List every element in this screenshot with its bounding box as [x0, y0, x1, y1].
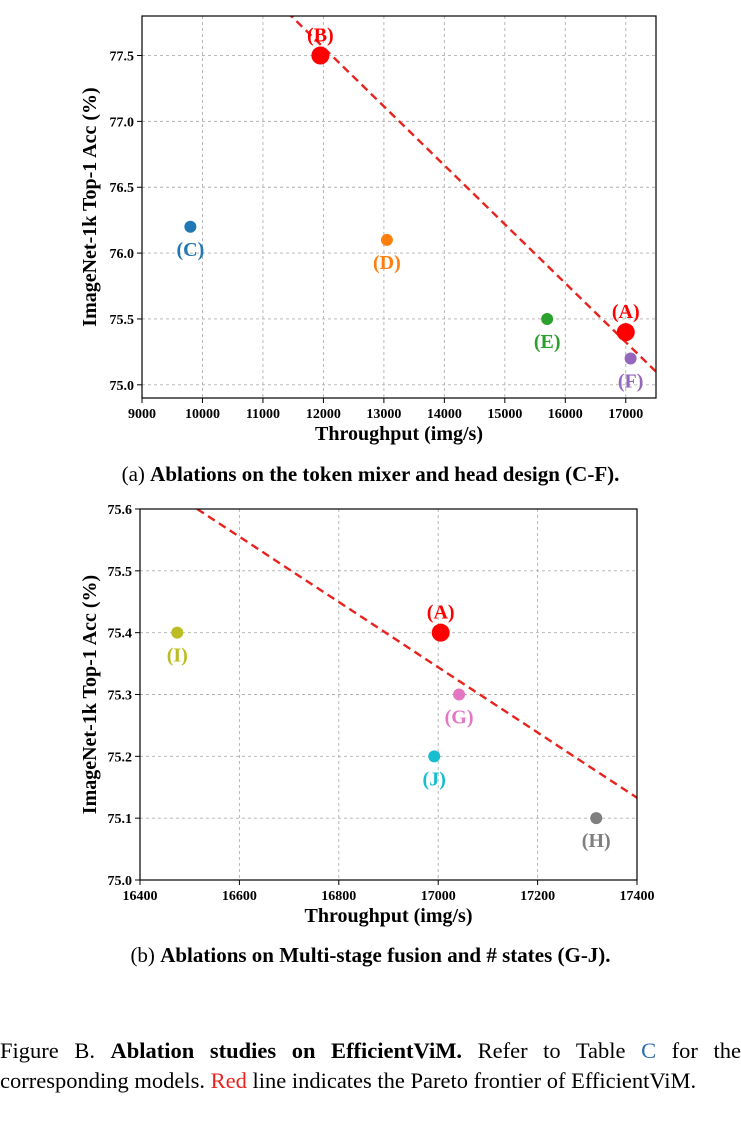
- y-tick-label: 75.3: [108, 689, 133, 704]
- x-tick-label: 16400: [123, 889, 158, 904]
- data-point-label: (G): [445, 707, 474, 729]
- data-point: [431, 623, 450, 642]
- x-tick-label: 17200: [520, 889, 555, 904]
- y-axis-label: ImageNet-1k Top-1 Acc (%): [79, 87, 101, 326]
- figure-caption-text2: for the corresponding models.: [0, 1038, 741, 1093]
- data-point: [624, 352, 637, 365]
- caption-b-text: Ablations on Multi-stage fusion and # st…: [160, 943, 611, 967]
- figure-caption-text1: Refer to Table: [477, 1038, 626, 1063]
- x-tick-label: 16800: [321, 889, 356, 904]
- caption-a-text: Ablations on the token mixer and head de…: [150, 462, 620, 486]
- data-point: [380, 233, 393, 246]
- data-point: [541, 312, 554, 325]
- data-point: [616, 323, 635, 342]
- y-tick-label: 76.5: [110, 181, 135, 196]
- data-point-label: (J): [423, 768, 446, 790]
- caption-b-prefix: (b): [130, 943, 155, 967]
- data-point-label: (A): [612, 301, 640, 323]
- y-tick-label: 77.5: [110, 50, 135, 65]
- y-tick-label: 77.0: [110, 115, 135, 130]
- data-point: [453, 688, 466, 701]
- x-axis-label: Throughput (img/s): [304, 905, 472, 927]
- pareto-frontier-line: [196, 509, 637, 799]
- x-tick-label: 14000: [427, 407, 462, 422]
- data-point-label: (I): [167, 645, 188, 667]
- data-point: [428, 750, 441, 763]
- y-tick-label: 75.6: [108, 503, 133, 518]
- plot-frame: [141, 15, 657, 399]
- y-tick-label: 75.0: [108, 874, 133, 889]
- chart-a: 9000 10000 11000 12000 13000 14000 15000 16000 1…: [79, 15, 657, 445]
- y-tick-label: 75.2: [108, 750, 133, 765]
- data-point-label: (H): [582, 830, 611, 852]
- subfigure-caption-b: (b) Ablations on Multi-stage fusion and …: [0, 943, 741, 968]
- y-axis-label: ImageNet-1k Top-1 Acc (%): [79, 575, 101, 814]
- x-tick-label: 17400: [620, 889, 655, 904]
- x-tick-label: 17000: [608, 407, 643, 422]
- x-axis-label: Throughput (img/s): [315, 423, 483, 445]
- data-point-label: (F): [618, 370, 644, 392]
- y-tick-label: 75.5: [108, 565, 133, 580]
- data-point-label: (B): [307, 25, 334, 47]
- x-tick-label: 10000: [185, 407, 220, 422]
- x-tick-label: 9000: [128, 407, 156, 422]
- figure-caption-red-word: Red: [210, 1068, 247, 1093]
- data-point-label: (C): [176, 239, 204, 261]
- data-point: [311, 46, 330, 65]
- y-tick-label: 75.0: [110, 379, 135, 394]
- table-reference-link[interactable]: C: [641, 1038, 657, 1063]
- data-point-label: (E): [534, 331, 561, 353]
- y-tick-label: 75.4: [108, 627, 133, 642]
- figure-caption-bold: Ablation studies on EfficientViM.: [110, 1038, 463, 1063]
- data-point-label: (D): [373, 252, 401, 274]
- x-tick-label: 12000: [306, 407, 341, 422]
- caption-a-prefix: (a): [121, 462, 145, 486]
- x-tick-label: 15000: [487, 407, 522, 422]
- data-point: [171, 626, 184, 639]
- plot-frame: [139, 508, 638, 881]
- subfigure-caption-a: (a) Ablations on the token mixer and hea…: [0, 462, 741, 487]
- figure-caption: Figure B. Ablation studies on EfficientV…: [0, 1036, 741, 1096]
- chart-b: 16400 16600 16800 17000 17200 17400 75.0 75.1 75…: [79, 503, 655, 927]
- y-tick-label: 76.0: [110, 247, 135, 262]
- pareto-frontier: [196, 509, 637, 799]
- pareto-frontier-line: [289, 16, 656, 373]
- x-tick-label: 13000: [366, 407, 401, 422]
- x-tick-label: 11000: [246, 407, 280, 422]
- x-tick-label: 16000: [548, 407, 583, 422]
- y-tick-label: 75.1: [108, 812, 133, 827]
- figure-caption-text3: line indicates the Pareto frontier of Ef…: [252, 1068, 697, 1093]
- data-point-label: (A): [427, 602, 455, 624]
- y-tick-label: 75.5: [110, 313, 135, 328]
- x-tick-label: 16600: [222, 889, 257, 904]
- figure-caption-prefix: Figure B.: [0, 1038, 95, 1063]
- data-point: [590, 812, 603, 825]
- data-point: [184, 220, 197, 233]
- x-tick-label: 17000: [421, 889, 456, 904]
- pareto-frontier: [289, 16, 656, 373]
